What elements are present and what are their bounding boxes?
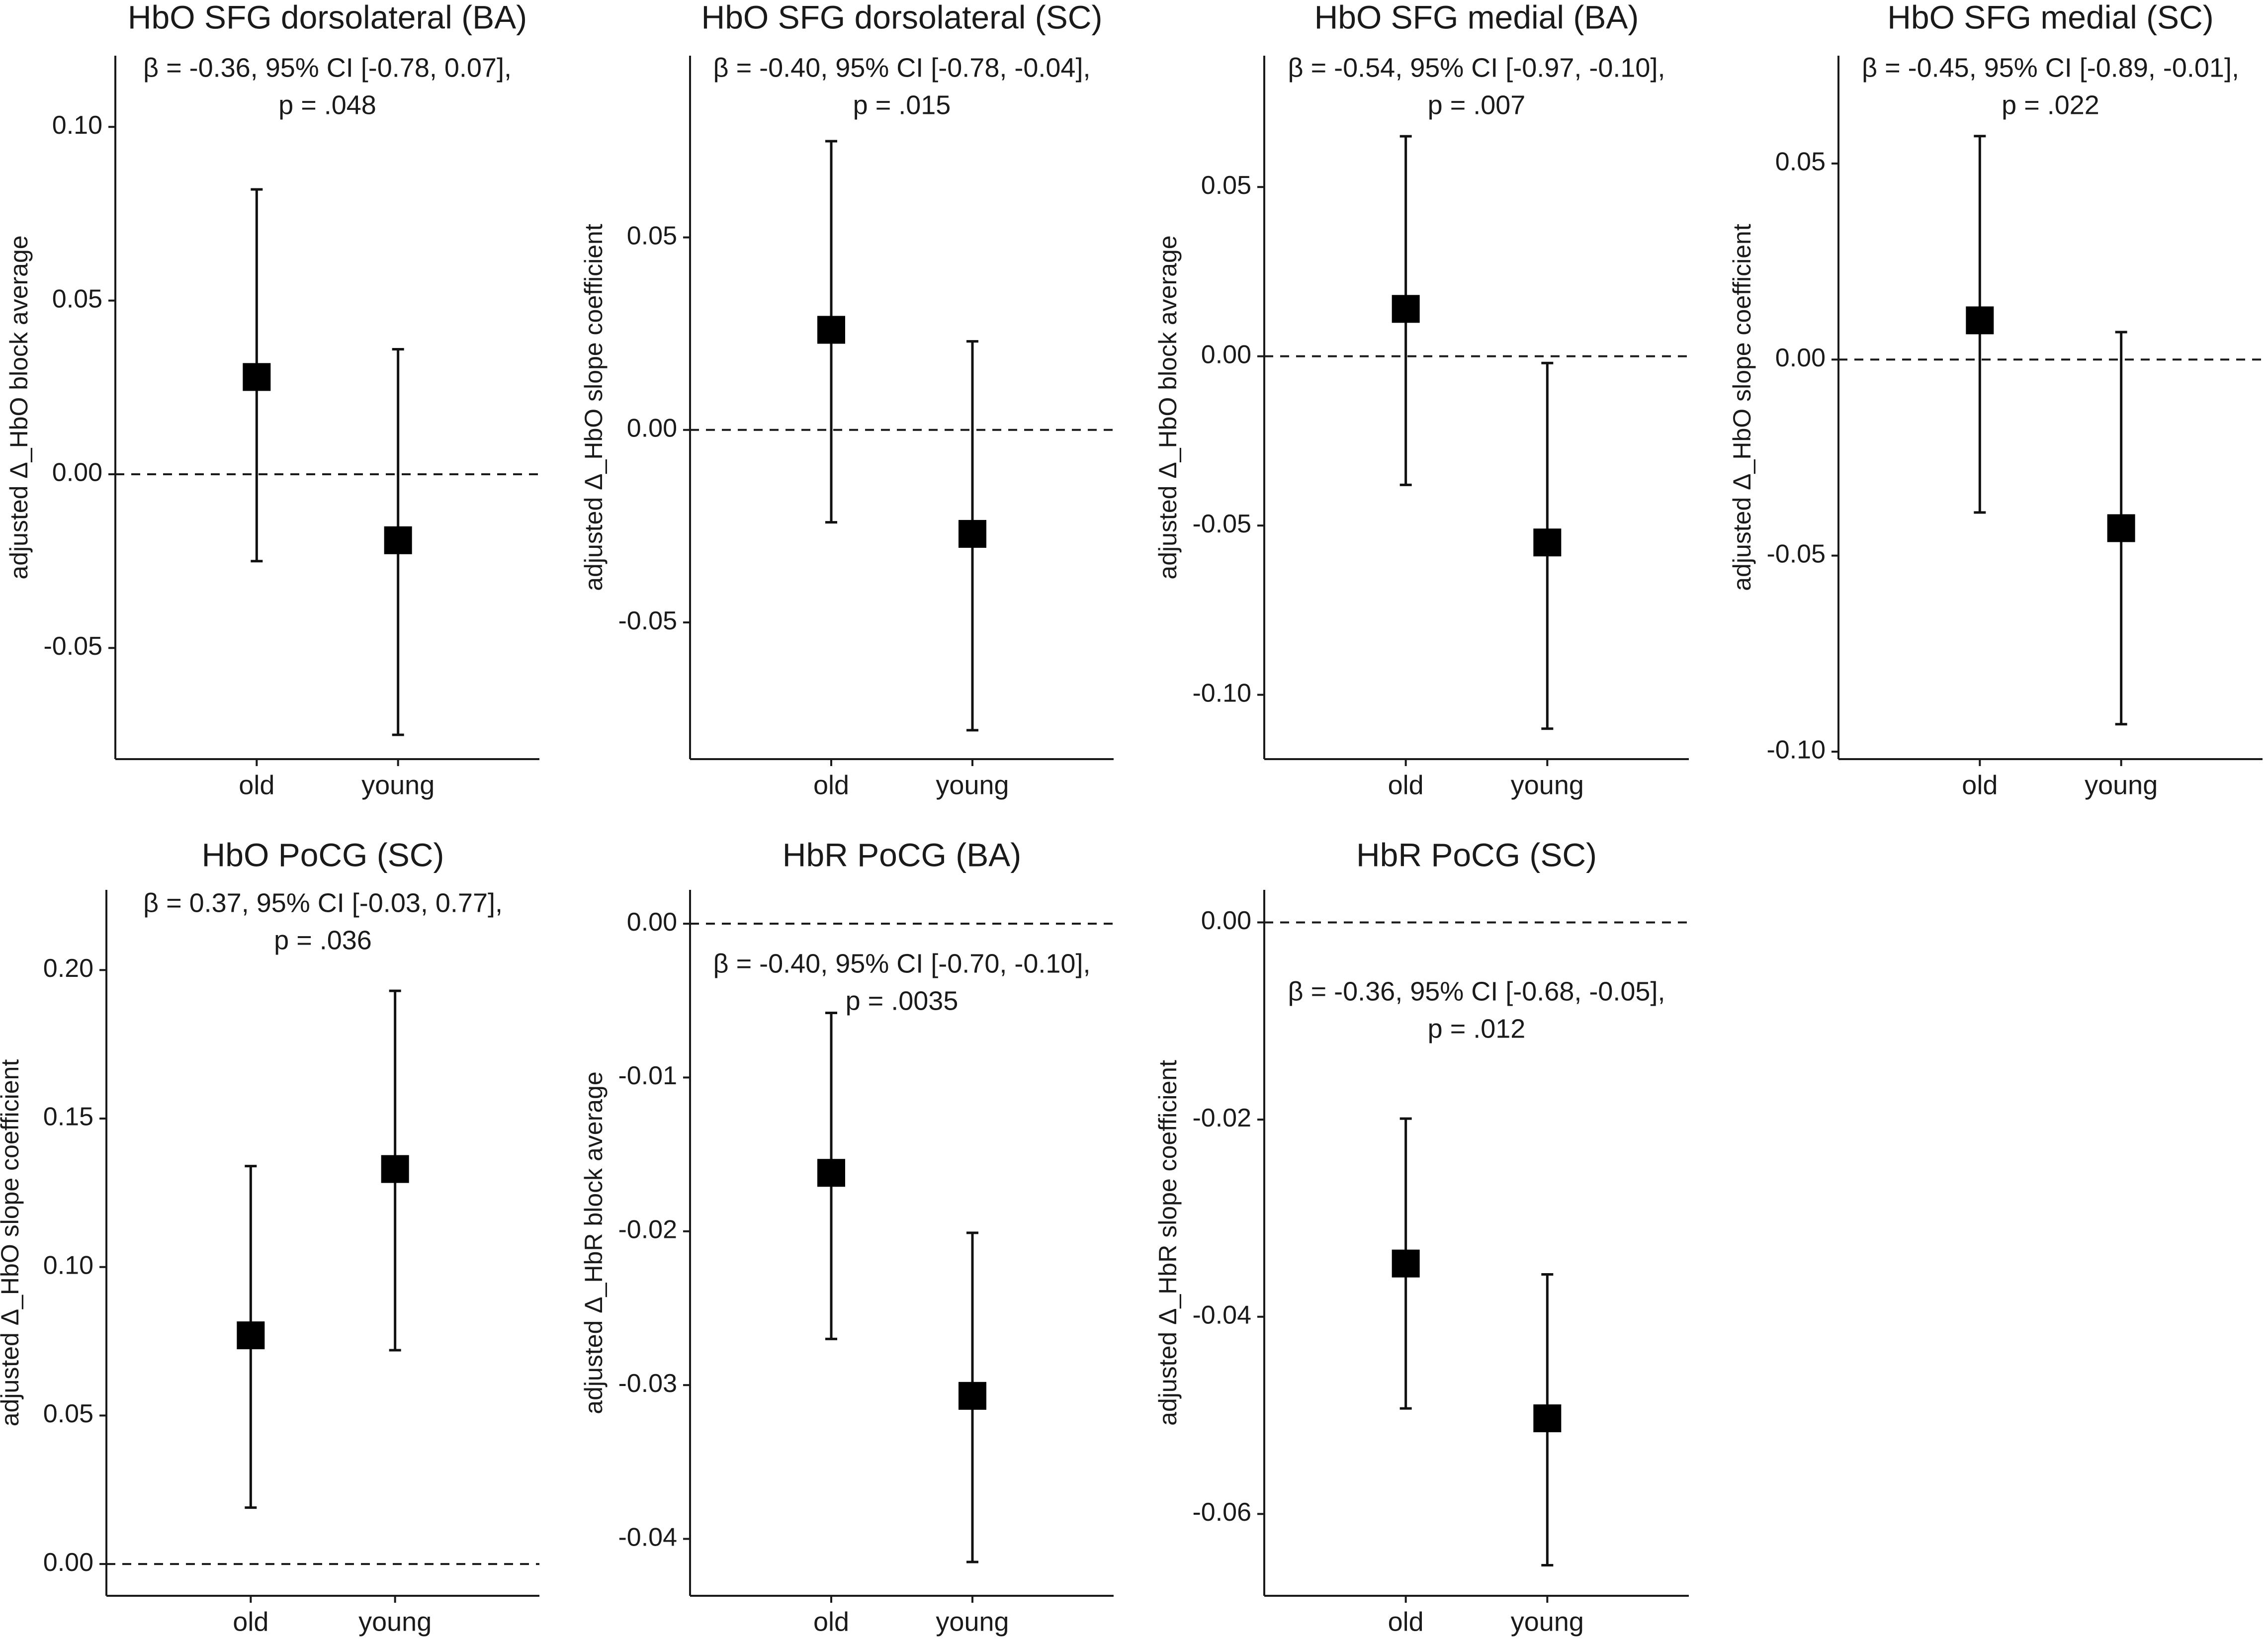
y-tick-label: 0.00 xyxy=(627,414,677,443)
y-axis-title: adjusted Δ_HbO block average xyxy=(5,235,33,579)
panel-6: HbR PoCG (BA) -0.04 -0.03 -0.02 -0.01 0.00 old… xyxy=(580,836,1114,1637)
stat-annotation-line-2: p = .022 xyxy=(2002,90,2099,120)
y-tick-label: 0.20 xyxy=(43,954,93,983)
stat-annotation-line-2: p = .007 xyxy=(1428,90,1526,120)
panel-title: HbO SFG dorsolateral (BA) xyxy=(128,0,527,35)
y-tick-label: -0.10 xyxy=(1766,736,1826,765)
stat-annotation-line-1: β = -0.40, 95% CI [-0.78, -0.04], xyxy=(713,53,1091,83)
y-tick-label: 0.00 xyxy=(1775,344,1826,372)
panel-3: HbO SFG medial (BA) -0.10 -0.05 0.00 0.05 old… xyxy=(1154,0,1689,800)
panel-1: HbO SFG dorsolateral (BA) -0.05 0.00 0.05 0.… xyxy=(5,0,539,800)
point-marker-young xyxy=(959,1382,986,1410)
panel-title: HbR PoCG (SC) xyxy=(1356,836,1597,873)
y-axis-title: adjusted Δ_HbR block average xyxy=(580,1071,608,1414)
stat-annotation-line-1: β = -0.36, 95% CI [-0.78, 0.07], xyxy=(143,53,512,83)
panel-title: HbO SFG medial (BA) xyxy=(1314,0,1639,35)
y-tick-label: 0.05 xyxy=(627,221,677,250)
y-tick-label: 0.05 xyxy=(43,1399,93,1428)
panel-title: HbR PoCG (BA) xyxy=(783,836,1021,873)
panel-2: HbO SFG dorsolateral (SC) -0.05 0.00 0.05 ol… xyxy=(580,0,1114,800)
y-tick-label: -0.04 xyxy=(1192,1300,1251,1329)
x-category-label-old: old xyxy=(813,770,849,800)
point-marker-young xyxy=(384,526,412,554)
panel-title: HbO SFG dorsolateral (SC) xyxy=(701,0,1103,35)
y-tick-label: -0.05 xyxy=(618,606,677,635)
stat-annotation-line-2: p = .012 xyxy=(1428,1014,1526,1043)
point-marker-old xyxy=(237,1321,265,1350)
x-category-label-old: old xyxy=(1962,770,1998,800)
y-tick-label: -0.06 xyxy=(1192,1498,1251,1527)
point-marker-young xyxy=(1533,528,1562,557)
x-category-label-old: old xyxy=(1388,1607,1424,1637)
y-axis-title: adjusted Δ_HbO slope coefficient xyxy=(1728,224,1756,591)
y-tick-label: 0.10 xyxy=(43,1251,93,1280)
stat-annotation-line-1: β = -0.54, 95% CI [-0.97, -0.10], xyxy=(1288,53,1665,83)
y-tick-label: 0.00 xyxy=(1201,906,1251,935)
stat-annotation-line-2: p = .0035 xyxy=(846,986,959,1016)
stat-annotation-line-2: p = .048 xyxy=(278,90,376,120)
y-axis-title: adjusted Δ_HbO block average xyxy=(1154,235,1182,579)
stat-annotation-line-1: β = -0.36, 95% CI [-0.68, -0.05], xyxy=(1288,976,1665,1006)
point-marker-old xyxy=(1966,306,1994,335)
point-marker-young xyxy=(959,520,986,548)
x-category-label-young: young xyxy=(2085,770,2158,800)
x-category-label-young: young xyxy=(361,770,435,800)
point-marker-old xyxy=(817,1159,845,1187)
stat-annotation-line-1: β = -0.40, 95% CI [-0.70, -0.10], xyxy=(713,949,1091,978)
y-tick-label: 0.05 xyxy=(1775,148,1826,176)
stat-annotation-line-1: β = -0.45, 95% CI [-0.89, -0.01], xyxy=(1862,53,2239,83)
y-tick-label: 0.00 xyxy=(52,458,102,487)
y-tick-label: 0.00 xyxy=(627,908,677,937)
point-marker-old xyxy=(1392,1249,1420,1278)
y-tick-label: -0.03 xyxy=(618,1369,677,1398)
y-tick-label: -0.05 xyxy=(43,632,102,661)
panel-4: HbO SFG medial (SC) -0.10 -0.05 0.00 0.05 old… xyxy=(1728,0,2263,800)
point-marker-old xyxy=(243,363,271,391)
panel-5: HbO PoCG (SC) 0.00 0.05 0.10 0.15 0.20 old youn… xyxy=(0,836,539,1637)
y-axis-title: adjusted Δ_HbO slope coefficient xyxy=(0,1059,24,1427)
y-tick-label: 0.05 xyxy=(1201,171,1251,200)
x-category-label-young: young xyxy=(1511,1607,1584,1637)
point-marker-old xyxy=(1392,295,1420,323)
x-category-label-young: young xyxy=(936,1607,1009,1637)
stat-annotation-line-2: p = .036 xyxy=(274,925,372,955)
y-tick-label: -0.04 xyxy=(618,1523,677,1552)
y-tick-label: -0.05 xyxy=(1766,539,1826,568)
y-axis-title: adjusted Δ_HbO slope coefficient xyxy=(580,224,608,591)
x-category-label-young: young xyxy=(936,770,1009,800)
x-category-label-old: old xyxy=(233,1607,268,1637)
y-tick-label: 0.05 xyxy=(52,284,102,313)
x-category-label-young: young xyxy=(1511,770,1584,800)
y-tick-label: 0.15 xyxy=(43,1103,93,1131)
point-marker-young xyxy=(381,1155,409,1183)
x-category-label-old: old xyxy=(813,1607,849,1637)
point-marker-young xyxy=(1533,1404,1562,1433)
y-tick-label: 0.10 xyxy=(52,111,102,140)
y-tick-label: -0.05 xyxy=(1192,510,1251,538)
y-tick-label: 0.00 xyxy=(1201,340,1251,369)
stat-annotation-line-2: p = .015 xyxy=(853,90,951,120)
point-marker-old xyxy=(817,316,845,344)
x-category-label-old: old xyxy=(239,770,274,800)
x-category-label-young: young xyxy=(358,1607,432,1637)
y-tick-label: -0.10 xyxy=(1192,679,1251,707)
y-tick-label: -0.02 xyxy=(1192,1104,1251,1132)
stat-annotation-line-1: β = 0.37, 95% CI [-0.03, 0.77], xyxy=(143,888,503,918)
point-marker-young xyxy=(2107,514,2135,542)
panel-title: HbO PoCG (SC) xyxy=(202,836,444,873)
panel-title: HbO SFG medial (SC) xyxy=(1887,0,2213,35)
y-tick-label: 0.00 xyxy=(43,1548,93,1577)
x-category-label-old: old xyxy=(1388,770,1424,800)
y-axis-title: adjusted Δ_HbR slope coefficient xyxy=(1154,1060,1182,1426)
panel-7: HbR PoCG (SC) -0.06 -0.04 -0.02 0.00 old young… xyxy=(1154,836,1689,1637)
y-tick-label: -0.02 xyxy=(618,1215,677,1244)
y-tick-label: -0.01 xyxy=(618,1061,677,1090)
